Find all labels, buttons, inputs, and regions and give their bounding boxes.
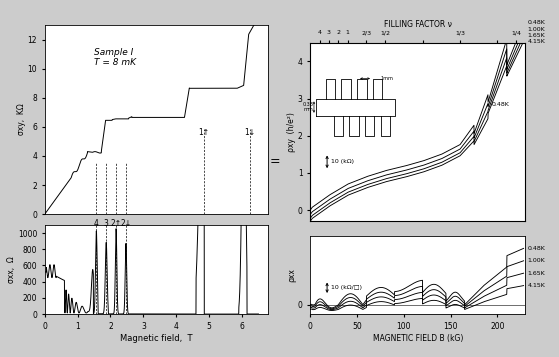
X-axis label: Magnetic field,  T: Magnetic field, T [120,333,193,343]
Y-axis label: ρxx: ρxx [287,268,296,282]
Text: 0.48K: 0.48K [527,246,545,251]
Text: 2↓: 2↓ [121,219,132,228]
Text: 2↑: 2↑ [111,219,122,228]
Text: 4.15K: 4.15K [527,39,545,44]
Text: 1↓: 1↓ [245,128,256,137]
Text: 0.48K: 0.48K [492,102,510,107]
Text: 0.48K: 0.48K [527,20,545,25]
Y-axis label: ρxy  (h/e²): ρxy (h/e²) [287,112,296,152]
Y-axis label: σxy,  KΩ: σxy, KΩ [17,104,26,135]
X-axis label: FILLING FACTOR ν: FILLING FACTOR ν [384,20,452,29]
Text: 10 (kΩ): 10 (kΩ) [331,159,354,164]
Text: 1.65K: 1.65K [527,34,545,39]
Text: 10 (kΩ/□): 10 (kΩ/□) [331,285,362,290]
Text: 3: 3 [103,219,108,228]
Text: =: = [269,155,280,168]
Text: 1.00K: 1.00K [527,27,545,32]
Text: 4.15K: 4.15K [527,283,545,288]
X-axis label: MAGNETIC FIELD B (kG): MAGNETIC FIELD B (kG) [373,333,463,343]
Text: 1.00K: 1.00K [527,258,545,263]
Text: 4: 4 [93,219,98,228]
Text: Sample I
T = 8 mK: Sample I T = 8 mK [94,48,136,67]
Y-axis label: σxx,  Ω: σxx, Ω [7,256,16,283]
Text: 1↑: 1↑ [198,128,210,137]
Text: 1.65K: 1.65K [527,271,545,276]
